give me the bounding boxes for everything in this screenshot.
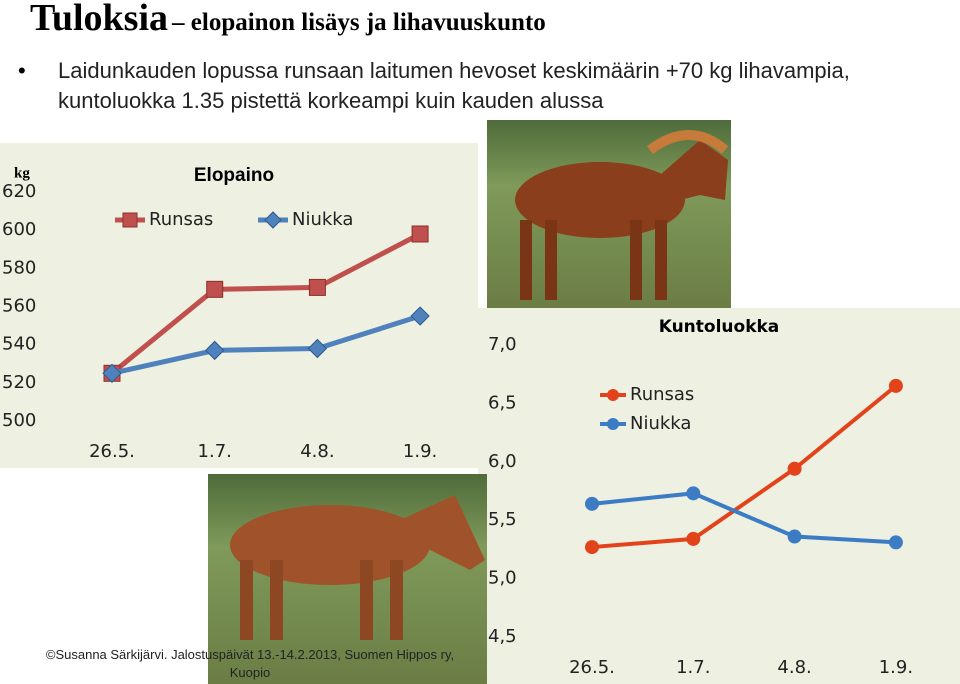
marker xyxy=(787,461,802,476)
x-tick-label: 26.5. xyxy=(89,441,135,462)
y-axis-label: kg xyxy=(14,165,30,181)
chart-title: Kuntoluokka xyxy=(659,317,780,337)
y-tick-label: 580 xyxy=(2,257,36,278)
marker xyxy=(206,280,224,298)
x-tick-label: 4.8. xyxy=(777,657,811,678)
marker xyxy=(585,496,599,511)
marker xyxy=(787,529,802,544)
chart-background xyxy=(0,143,478,468)
photo xyxy=(487,120,731,308)
y-tick-label: 4,5 xyxy=(488,626,517,647)
marker xyxy=(411,225,429,243)
series-line xyxy=(111,313,421,376)
x-tick-label: 1.9. xyxy=(879,657,913,678)
title: Tuloksia xyxy=(30,0,169,39)
bullet-dot: • xyxy=(18,58,26,83)
marker xyxy=(308,278,326,296)
y-tick-label: 620 xyxy=(2,181,36,202)
x-tick-label: 1.7. xyxy=(676,657,710,678)
legend-label: Runsas xyxy=(149,209,213,230)
legend-marker xyxy=(264,211,282,229)
legend-marker xyxy=(607,418,619,430)
marker xyxy=(102,363,122,383)
slide-title: Tuloksia – elopainon lisäys ja lihavuusk… xyxy=(30,0,546,40)
legend-marker xyxy=(607,389,619,401)
subtitle: – elopainon lisäys ja lihavuuskunto xyxy=(172,9,546,36)
series-line xyxy=(591,384,898,550)
marker xyxy=(204,340,225,361)
bullet-text: Laidunkauden lopussa runsaan laitumen he… xyxy=(58,58,850,113)
series-line xyxy=(110,231,422,376)
legend-marker xyxy=(122,212,138,228)
series-line xyxy=(591,491,897,545)
y-tick-label: 500 xyxy=(2,410,36,431)
marker xyxy=(686,531,701,546)
y-tick-label: 6,5 xyxy=(488,392,517,413)
x-tick-label: 4.8. xyxy=(300,441,334,462)
legend-label: Niukka xyxy=(630,413,691,434)
y-tick-label: 520 xyxy=(2,372,36,393)
marker xyxy=(888,378,903,393)
y-tick-label: 6,0 xyxy=(488,451,517,472)
photo xyxy=(208,474,487,684)
marker xyxy=(307,338,328,359)
marker xyxy=(686,486,701,501)
y-tick-label: 5,5 xyxy=(488,509,517,530)
marker xyxy=(888,535,903,550)
x-tick-label: 1.9. xyxy=(403,441,437,462)
y-tick-label: 560 xyxy=(2,296,36,317)
marker xyxy=(410,306,430,326)
x-tick-label: 1.7. xyxy=(198,441,232,462)
footer: ©Susanna Särkijärvi. Jalostuspäivät 13.-… xyxy=(45,647,455,680)
x-tick-label: 26.5. xyxy=(569,657,615,678)
chart-background xyxy=(478,308,960,684)
y-tick-label: 5,0 xyxy=(488,568,517,589)
legend-label: Niukka xyxy=(292,209,353,230)
marker xyxy=(585,540,599,555)
y-tick-label: 540 xyxy=(2,334,36,355)
legend-label: Runsas xyxy=(630,384,694,405)
y-tick-label: 600 xyxy=(2,219,36,240)
y-tick-label: 7,0 xyxy=(488,334,517,355)
chart-title: Elopaino xyxy=(194,165,274,186)
